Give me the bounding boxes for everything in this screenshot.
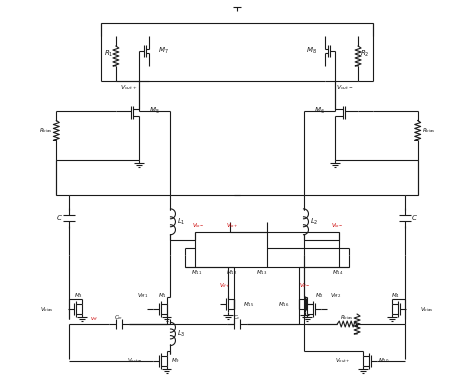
- Text: $V_{lo+}$: $V_{lo+}$: [226, 221, 238, 230]
- Text: $V_{M1}$: $V_{M1}$: [137, 291, 148, 300]
- Text: $C$: $C$: [411, 213, 418, 222]
- Text: $M_2$: $M_2$: [315, 291, 324, 300]
- Text: $V_{lo-}$: $V_{lo-}$: [331, 221, 344, 230]
- Text: $M_6$: $M_6$: [314, 106, 325, 116]
- Text: $M_{16}$: $M_{16}$: [278, 300, 290, 309]
- Text: $M_{11}$: $M_{11}$: [191, 268, 202, 277]
- Text: $V_{out+}$: $V_{out+}$: [336, 356, 351, 365]
- Text: $C_{in}$: $C_{in}$: [114, 313, 123, 321]
- Text: $V_{bias}$: $V_{bias}$: [419, 305, 433, 313]
- Text: $M_{10}$: $M_{10}$: [378, 356, 390, 365]
- Text: $V_{out-}$: $V_{out-}$: [337, 83, 354, 92]
- Text: $L_1$: $L_1$: [177, 217, 186, 227]
- Text: $C$: $C$: [56, 213, 63, 222]
- Text: $M_8$: $M_8$: [306, 46, 317, 56]
- Text: $C_c$: $C_c$: [233, 313, 241, 321]
- Text: $V_{out-}$: $V_{out-}$: [127, 356, 143, 365]
- Text: $L_2$: $L_2$: [310, 217, 319, 227]
- Text: $L_3$: $L_3$: [177, 329, 186, 339]
- Text: $R_2$: $R_2$: [360, 49, 370, 59]
- Text: $V_{bias}$: $V_{bias}$: [40, 305, 54, 313]
- Text: $V_{if+}$: $V_{if+}$: [219, 281, 231, 290]
- Text: $R_1$: $R_1$: [104, 49, 114, 59]
- Text: $V_{out+}$: $V_{out+}$: [120, 83, 137, 92]
- Text: $M_4$: $M_4$: [392, 291, 401, 300]
- Text: $M_9$: $M_9$: [171, 356, 180, 365]
- Text: $R_{bias}$: $R_{bias}$: [422, 126, 436, 135]
- Text: $M_{13}$: $M_{13}$: [256, 268, 267, 277]
- Text: $M_1$: $M_1$: [158, 291, 167, 300]
- Text: $M_{15}$: $M_{15}$: [243, 300, 254, 309]
- Text: $M_3$: $M_3$: [74, 291, 82, 300]
- Text: $M_{12}$: $M_{12}$: [227, 268, 237, 277]
- Text: $V_{M2}$: $V_{M2}$: [330, 291, 341, 300]
- Text: $R_{bias}$: $R_{bias}$: [38, 126, 52, 135]
- Text: $M_7$: $M_7$: [157, 46, 168, 56]
- Text: $v_{rf}$: $v_{rf}$: [91, 315, 99, 323]
- Text: $M_5$: $M_5$: [149, 106, 159, 116]
- Text: $M_{14}$: $M_{14}$: [331, 268, 343, 277]
- Text: $V_{lo-}$: $V_{lo-}$: [192, 221, 205, 230]
- Text: $R_{bias}$: $R_{bias}$: [340, 313, 354, 321]
- Text: $V_{if-}$: $V_{if-}$: [299, 281, 310, 290]
